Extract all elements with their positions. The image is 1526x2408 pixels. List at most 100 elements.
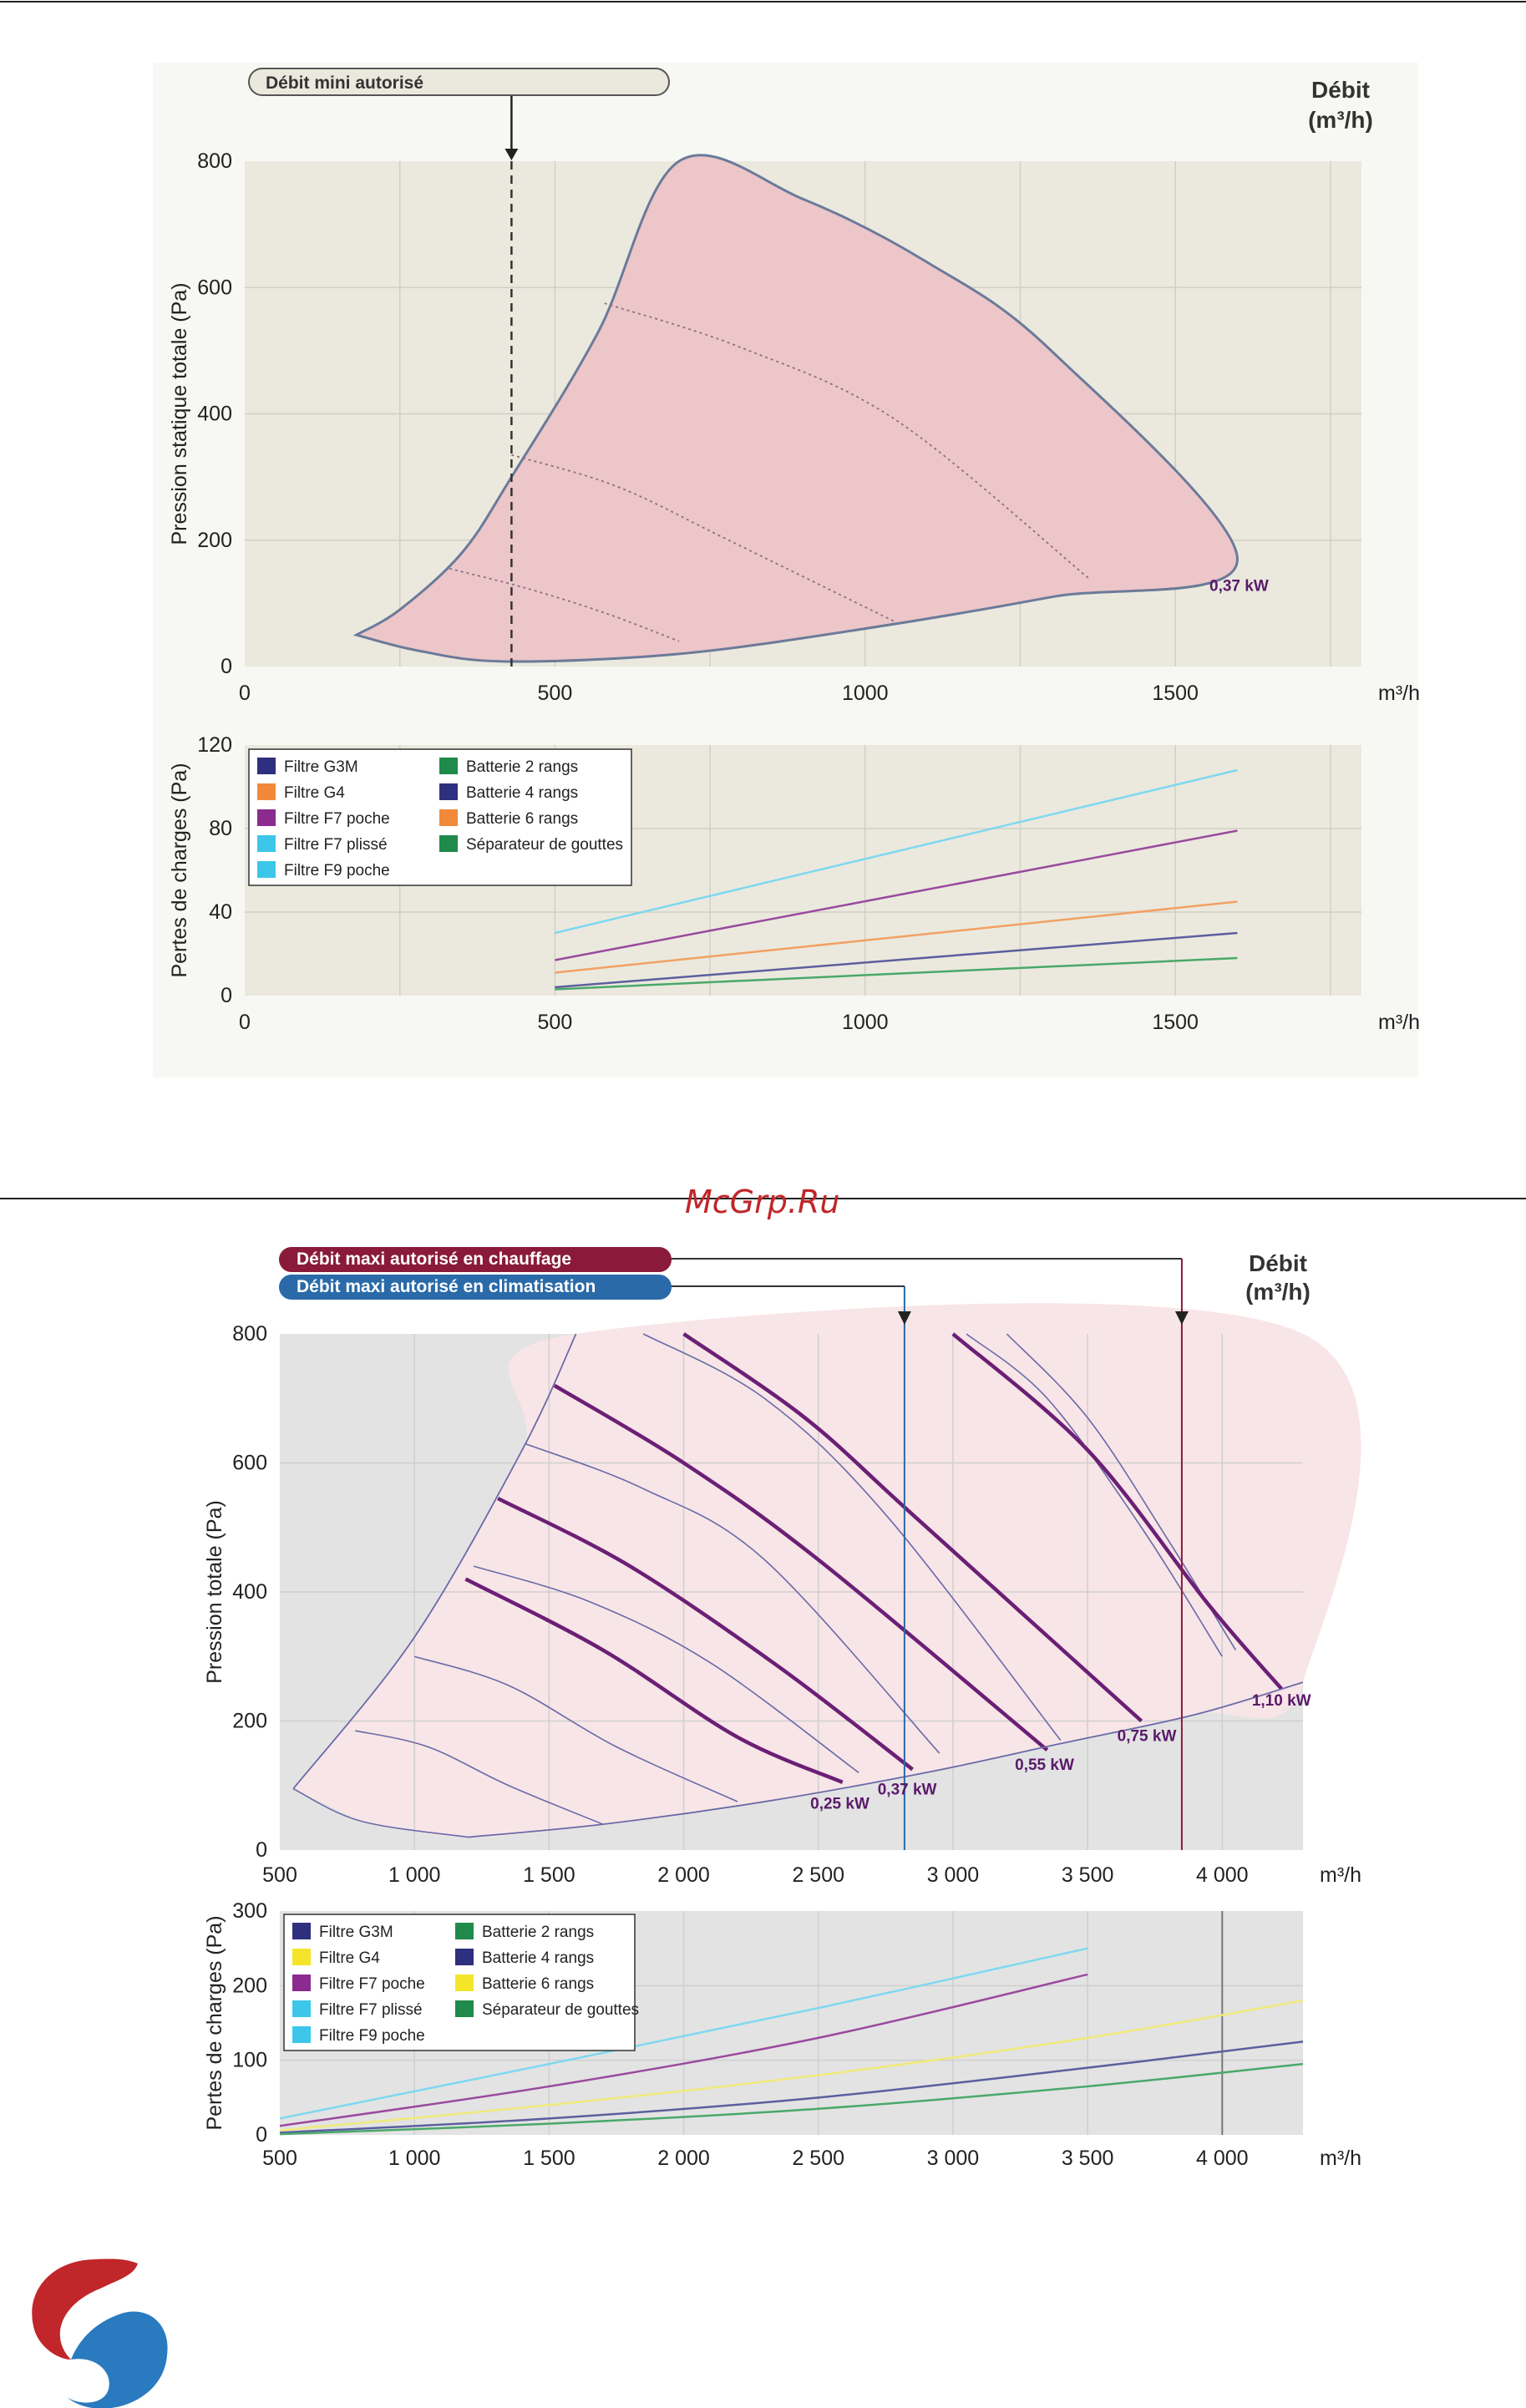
x-unit-label: m³/h bbox=[1320, 1863, 1361, 1887]
legend-swatch bbox=[455, 1949, 474, 1965]
legend-swatch bbox=[257, 809, 276, 826]
legend-label: Filtre G4 bbox=[284, 784, 345, 802]
legend-swatch bbox=[439, 809, 458, 826]
x-tick-label: 3 500 bbox=[1062, 2147, 1114, 2170]
legend-swatch bbox=[292, 1949, 311, 1965]
legend-swatch bbox=[455, 1923, 474, 1939]
power-label: 0,55 kW bbox=[1015, 1757, 1074, 1774]
debit-unit: (m³/h) bbox=[1245, 1279, 1311, 1305]
power-label: 0,25 kW bbox=[810, 1795, 869, 1812]
x-tick-label: 500 bbox=[538, 1011, 573, 1034]
power-curve-4 bbox=[951, 1332, 1283, 1691]
series-line-1 bbox=[555, 829, 1238, 961]
y-axis-title: Pertes de charges (Pa) bbox=[203, 1915, 226, 2130]
x-unit-label: m³/h bbox=[1378, 1011, 1420, 1034]
legend-swatch bbox=[439, 783, 458, 800]
x-tick-label: 2 500 bbox=[792, 1863, 844, 1887]
legend-label: Filtre F7 poche bbox=[284, 810, 390, 828]
callout-max-cooling-box bbox=[279, 1275, 672, 1300]
x-unit-label: m³/h bbox=[1320, 2147, 1361, 2170]
thin-curve-2 bbox=[413, 1655, 738, 1802]
speed-curve-1 bbox=[511, 454, 897, 623]
x-tick-label: 1 500 bbox=[523, 2147, 575, 2170]
min-flow-arrowhead bbox=[504, 149, 519, 160]
envelope-left-edge bbox=[292, 1333, 577, 1790]
speed-curve-0 bbox=[449, 567, 680, 642]
y-tick-label: 40 bbox=[209, 900, 232, 924]
legend-label: Séparateur de gouttes bbox=[466, 836, 623, 854]
power-label: 0,37 kW bbox=[878, 1781, 937, 1798]
legend-label: Batterie 2 rangs bbox=[482, 1924, 594, 1941]
legend-label: Filtre F7 poche bbox=[319, 1975, 425, 1993]
y-tick-label: 300 bbox=[232, 1899, 267, 1923]
x-tick-label: 1000 bbox=[842, 682, 889, 705]
operating-area bbox=[293, 1303, 1361, 1838]
power-label: 0,75 kW bbox=[1118, 1727, 1177, 1745]
series-line-4 bbox=[279, 2062, 1304, 2136]
power-label: 0,37 kW bbox=[1209, 577, 1269, 595]
legend-swatch bbox=[455, 2000, 474, 2017]
legend-label: Filtre G4 bbox=[319, 1949, 380, 1967]
series-line-2 bbox=[279, 1999, 1304, 2132]
callout-min-flow-box bbox=[248, 68, 670, 96]
debit-unit: (m³/h) bbox=[1308, 107, 1373, 133]
x-tick-label: 3 000 bbox=[927, 2147, 980, 2170]
y-tick-label: 200 bbox=[232, 1974, 267, 1997]
y-tick-label: 800 bbox=[232, 1322, 267, 1346]
debit-title: Débit bbox=[1249, 1250, 1307, 1276]
legend-swatch bbox=[292, 2000, 311, 2017]
thin-curve-3 bbox=[473, 1565, 859, 1773]
legend-label: Batterie 2 rangs bbox=[466, 758, 578, 776]
y-tick-label: 0 bbox=[256, 1838, 267, 1862]
power-curve-3 bbox=[682, 1332, 1143, 1723]
x-tick-label: 1 000 bbox=[388, 1863, 441, 1887]
legend-label: Filtre F9 poche bbox=[319, 2027, 425, 2045]
thin-curve-4 bbox=[525, 1442, 940, 1754]
legend-label: Filtre G3M bbox=[284, 758, 358, 776]
x-tick-label: 2 500 bbox=[792, 2147, 844, 2170]
x-tick-label: 500 bbox=[262, 2147, 297, 2170]
series-line-3 bbox=[279, 2040, 1304, 2134]
legend-swatch bbox=[292, 2026, 311, 2043]
x-tick-label: 2 000 bbox=[657, 1863, 710, 1887]
x-tick-label: 0 bbox=[239, 682, 251, 705]
legend-label: Filtre F7 plissé bbox=[284, 836, 388, 854]
series-line-0 bbox=[555, 768, 1238, 935]
y-axis-title: Pression statique totale (Pa) bbox=[168, 282, 191, 545]
legend-swatch bbox=[257, 835, 276, 852]
thin-curve-7 bbox=[966, 1333, 1223, 1657]
thin-curve-0 bbox=[292, 1787, 469, 1838]
x-tick-label: 1500 bbox=[1152, 1011, 1199, 1034]
series-line-1 bbox=[279, 1973, 1088, 2127]
y-tick-label: 0 bbox=[256, 2123, 267, 2147]
x-tick-label: 1 000 bbox=[388, 2147, 441, 2170]
legend-swatch bbox=[257, 861, 276, 878]
x-tick-label: 3 000 bbox=[927, 1863, 980, 1887]
operating-envelope bbox=[352, 154, 1239, 663]
series-line-0 bbox=[279, 1947, 1088, 2120]
heat-arrowhead bbox=[1174, 1311, 1189, 1325]
series-line-2 bbox=[555, 900, 1238, 974]
y-tick-label: 100 bbox=[232, 2049, 267, 2072]
y-tick-label: 400 bbox=[197, 403, 232, 426]
y-tick-label: 600 bbox=[197, 276, 232, 299]
y-tick-label: 0 bbox=[221, 984, 232, 1007]
legend-label: Filtre F9 poche bbox=[284, 862, 390, 880]
callout-max-heating: Débit maxi autorisé en chauffage bbox=[297, 1250, 571, 1269]
callout-min-flow: Débit mini autorisé bbox=[266, 74, 423, 93]
x-unit-label: m³/h bbox=[1378, 682, 1420, 705]
x-tick-label: 0 bbox=[239, 1011, 251, 1034]
y-tick-label: 600 bbox=[232, 1452, 267, 1475]
power-curve-1 bbox=[497, 1496, 914, 1772]
x-tick-label: 500 bbox=[538, 682, 573, 705]
legend-label: Batterie 4 rangs bbox=[466, 784, 578, 802]
x-tick-label: 2 000 bbox=[657, 2147, 710, 2170]
legend-swatch bbox=[439, 835, 458, 852]
legend-swatch bbox=[292, 1923, 311, 1939]
x-tick-label: 1 500 bbox=[523, 1863, 575, 1887]
callout-max-heating-box bbox=[279, 1247, 672, 1272]
legend-swatch bbox=[257, 758, 276, 774]
thin-curve-1 bbox=[355, 1730, 604, 1825]
series-line-4 bbox=[555, 956, 1238, 991]
